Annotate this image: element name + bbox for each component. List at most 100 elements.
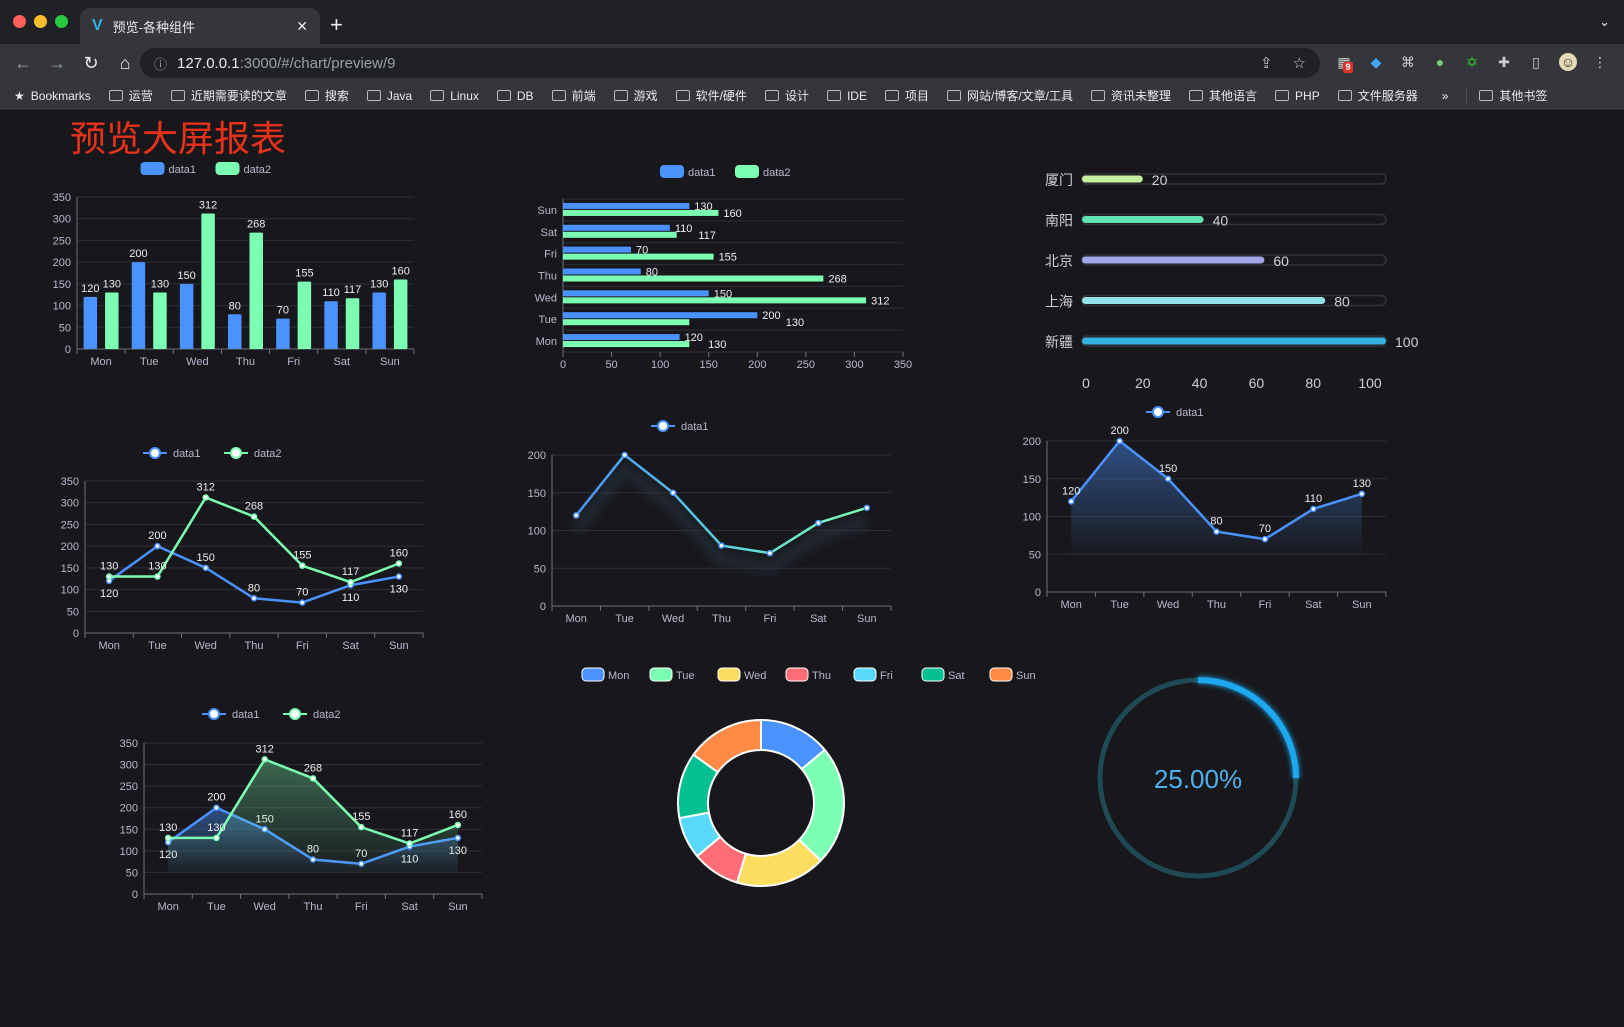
bookmark-folder[interactable]: DB: [496, 89, 534, 103]
bar-data1[interactable]: [563, 224, 670, 231]
legend-item-Fri[interactable]: Fri: [853, 667, 893, 682]
bar-data2[interactable]: [297, 281, 312, 349]
bookmark-star-icon[interactable]: ☆: [1292, 55, 1306, 72]
data-point[interactable]: [1358, 490, 1366, 498]
bar-data2[interactable]: [563, 231, 677, 238]
share-icon[interactable]: ⇪: [1259, 55, 1273, 72]
data-point[interactable]: [202, 564, 209, 572]
legend-item-Thu[interactable]: Thu: [785, 667, 831, 682]
bookmark-folder[interactable]: 其他语言: [1189, 87, 1257, 104]
bar-data2[interactable]: [563, 253, 714, 260]
data-point[interactable]: [454, 821, 462, 829]
bookmark-folder[interactable]: 游戏: [613, 87, 658, 104]
bar-data2[interactable]: [345, 298, 360, 349]
data-point[interactable]: [213, 834, 220, 842]
legend-item-data1[interactable]: data1: [140, 162, 197, 176]
data-point[interactable]: [1261, 535, 1269, 543]
legend-item-data1[interactable]: data1: [651, 420, 709, 433]
extension-icon[interactable]: ▦9: [1335, 53, 1353, 73]
bar-data1[interactable]: [372, 292, 386, 349]
legend-item-data1[interactable]: data1: [202, 708, 260, 721]
new-tab-button[interactable]: +: [330, 12, 343, 37]
legend-item-Sat[interactable]: Sat: [921, 667, 965, 682]
data-point[interactable]: [395, 573, 403, 580]
command-extension-icon[interactable]: ⌘: [1401, 54, 1415, 70]
other-bookmarks-folder[interactable]: 其他书签: [1466, 87, 1547, 104]
bar-data1[interactable]: [179, 283, 194, 349]
bar-data2[interactable]: [563, 209, 719, 216]
sidepanel-icon[interactable]: ▯: [1532, 54, 1540, 70]
bookmark-folder[interactable]: 运营: [108, 87, 153, 104]
bar-data1[interactable]: [324, 301, 338, 349]
bar-data1[interactable]: [276, 318, 290, 349]
data-point[interactable]: [154, 542, 161, 550]
data-point[interactable]: [766, 549, 774, 557]
bar-data1[interactable]: [563, 334, 680, 341]
bar-data1[interactable]: [563, 312, 758, 319]
data-point[interactable]: [358, 823, 365, 831]
data-point[interactable]: [621, 451, 628, 459]
bookmark-folder[interactable]: PHP: [1275, 89, 1320, 103]
star-extension-icon[interactable]: ✡: [1466, 54, 1478, 70]
info-icon[interactable]: ⓘ: [154, 56, 168, 72]
puzzle-icon[interactable]: ✚: [1498, 54, 1510, 70]
back-icon[interactable]: ←: [14, 52, 32, 73]
legend-item-data2[interactable]: data2: [735, 165, 791, 179]
bookmarks-overflow[interactable]: »: [1441, 88, 1449, 103]
legend-item-data1[interactable]: data1: [143, 447, 201, 460]
progress-fill[interactable]: [1082, 216, 1204, 223]
close-window-button[interactable]: [13, 15, 26, 28]
home-icon[interactable]: ⌂: [119, 52, 131, 73]
legend-item-data2[interactable]: data2: [215, 162, 272, 176]
maximize-window-button[interactable]: [55, 15, 68, 28]
data-point[interactable]: [347, 578, 354, 586]
bar-data2[interactable]: [563, 341, 690, 348]
legend-item-Sun[interactable]: Sun: [989, 667, 1036, 682]
data-point[interactable]: [815, 519, 822, 527]
avatar[interactable]: ☺: [1559, 53, 1577, 71]
gem-extension-icon[interactable]: ◆: [1370, 54, 1382, 70]
data-point[interactable]: [1116, 437, 1123, 445]
legend-item-data2[interactable]: data2: [224, 447, 282, 460]
data-point[interactable]: [213, 804, 220, 811]
bar-data1[interactable]: [563, 268, 641, 275]
data-point[interactable]: [669, 489, 677, 496]
legend-item-Wed[interactable]: Wed: [717, 667, 766, 682]
close-tab-icon[interactable]: ✕: [296, 17, 308, 34]
bar-data1[interactable]: [131, 262, 146, 349]
tab-search-chevron-icon[interactable]: ⌄: [1599, 14, 1610, 29]
reload-icon[interactable]: ↻: [83, 52, 99, 73]
bar-data2[interactable]: [249, 232, 263, 349]
bookmark-folder[interactable]: 搜索: [304, 87, 349, 104]
bookmarks-button[interactable]: ★ Bookmarks: [14, 88, 91, 103]
bookmark-folder[interactable]: 文件服务器: [1337, 87, 1418, 104]
bar-data2[interactable]: [393, 279, 408, 349]
bar-data2[interactable]: [563, 319, 690, 326]
data-point[interactable]: [202, 494, 209, 501]
bar-data2[interactable]: [105, 292, 119, 349]
bookmark-folder[interactable]: IDE: [826, 89, 867, 103]
progress-fill[interactable]: [1082, 175, 1143, 183]
data-point[interactable]: [1067, 498, 1075, 505]
bookmark-folder[interactable]: 网站/博客/文章/工具: [946, 87, 1073, 104]
bar-data2[interactable]: [201, 213, 215, 349]
data-point[interactable]: [1310, 505, 1317, 513]
data-point[interactable]: [863, 504, 871, 512]
donut-slice-Sun[interactable]: [692, 719, 762, 774]
bookmark-folder[interactable]: Linux: [430, 89, 479, 103]
data-point[interactable]: [154, 573, 161, 580]
data-point[interactable]: [718, 542, 725, 549]
data-point[interactable]: [105, 573, 113, 580]
bar-data1[interactable]: [83, 296, 98, 349]
legend-item-Tue[interactable]: Tue: [649, 667, 695, 682]
legend-item-data2[interactable]: data2: [283, 708, 341, 721]
donut-slice-Tue[interactable]: [798, 748, 845, 862]
minimize-window-button[interactable]: [34, 15, 47, 28]
progress-fill[interactable]: [1082, 337, 1386, 345]
bookmark-folder[interactable]: 设计: [764, 87, 809, 104]
data-point[interactable]: [261, 756, 268, 763]
data-point[interactable]: [299, 599, 306, 606]
bar-data2[interactable]: [563, 297, 867, 304]
data-point[interactable]: [164, 834, 172, 842]
bar-data1[interactable]: [563, 290, 709, 297]
